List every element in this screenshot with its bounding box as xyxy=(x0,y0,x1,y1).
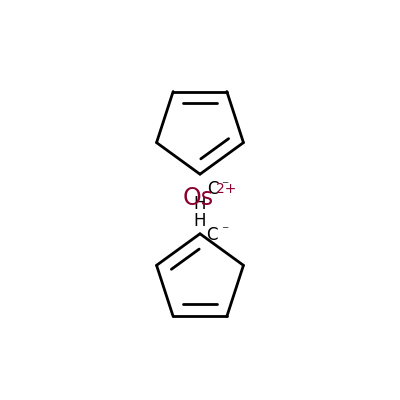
Text: H: H xyxy=(193,195,206,213)
Text: C: C xyxy=(207,180,219,198)
Text: ⁻: ⁻ xyxy=(222,179,229,193)
Text: H: H xyxy=(193,212,206,230)
Text: ⁻: ⁻ xyxy=(221,225,228,239)
Text: Os: Os xyxy=(182,186,214,210)
Text: 2+: 2+ xyxy=(216,182,236,196)
Text: C: C xyxy=(206,226,218,244)
